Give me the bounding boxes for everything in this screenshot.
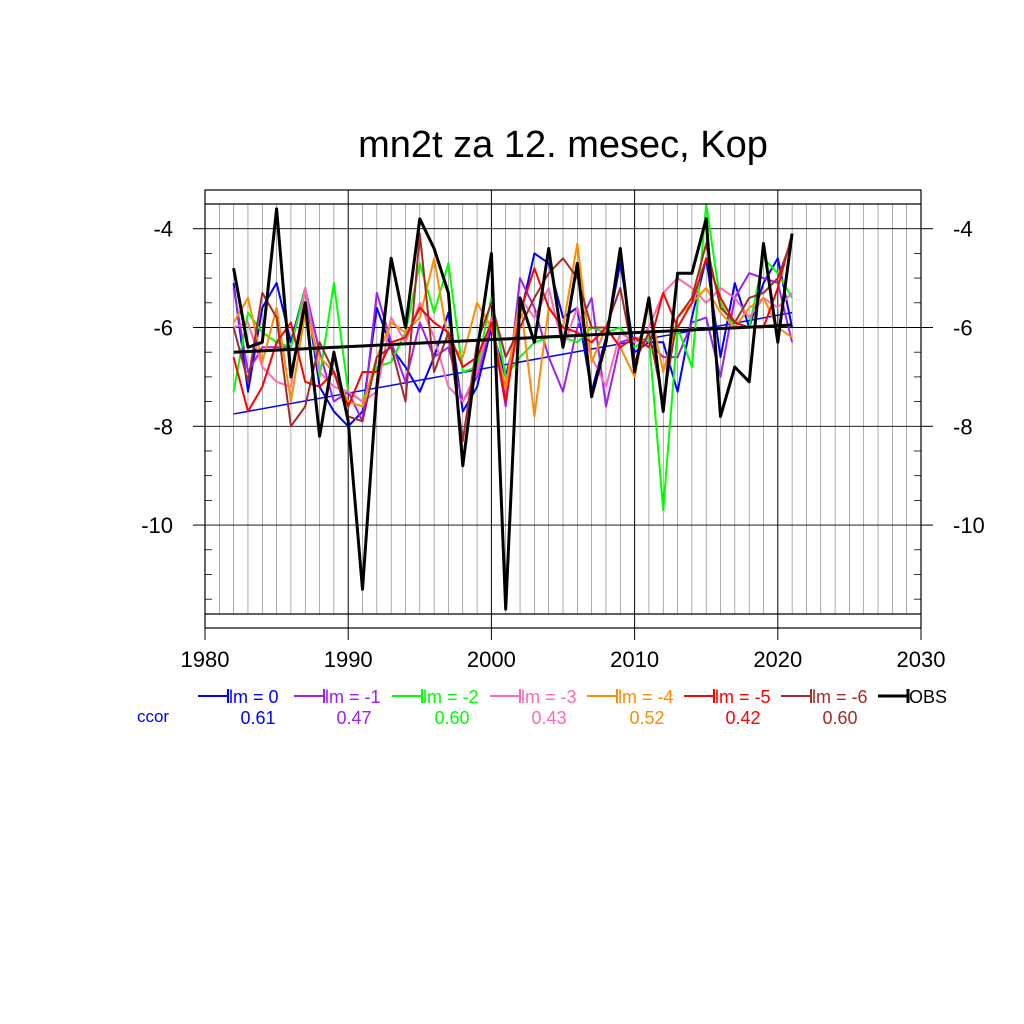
ccor-value: 0.60 [434, 708, 469, 728]
trend-line [233, 323, 793, 354]
x-tick-label: 2010 [610, 647, 659, 672]
ccor-value: 0.61 [240, 708, 275, 728]
series-line [232, 233, 794, 413]
y-tick-label: -6 [153, 315, 173, 340]
ccor-value: 0.60 [822, 708, 857, 728]
legend-label: lm = -6 [812, 687, 868, 707]
x-tick-label: 2000 [467, 647, 516, 672]
gridlines [205, 190, 921, 628]
y-tick-label-right: -8 [953, 414, 973, 439]
legend-label: lm = -2 [423, 687, 479, 707]
legend-label: lm = -4 [618, 687, 674, 707]
y-tick-label-right: -10 [953, 513, 985, 538]
x-tick-label: 1990 [324, 647, 373, 672]
ccor-value: 0.43 [531, 708, 566, 728]
series-line [232, 203, 793, 512]
legend-label: OBS [909, 687, 947, 707]
y-tick-label-right: -6 [953, 315, 973, 340]
plot-frame [204, 189, 922, 629]
y-tick-label-right: -4 [953, 217, 973, 242]
ccor-value: 0.47 [336, 708, 371, 728]
y-tick-label: -4 [153, 217, 173, 242]
axes: 1980 1990 2000 2010 2020 2030 -4 -4 -6 -6 -8 -8 -10 -… [141, 189, 985, 672]
ccor-label: ccor [137, 707, 169, 726]
legend-label: lm = -1 [325, 687, 381, 707]
series-line [232, 232, 794, 443]
y-tick-label: -8 [153, 414, 173, 439]
x-tick-label: 1980 [181, 647, 230, 672]
ccor-value: 0.52 [629, 708, 664, 728]
x-tick-label: 2030 [897, 647, 946, 672]
legend-label: lm = -5 [715, 687, 771, 707]
x-tick-label: 2020 [753, 647, 802, 672]
series-line [232, 207, 794, 611]
legend-label: lm = -3 [521, 687, 577, 707]
series-lines [232, 203, 794, 611]
legend-label: lm = 0 [229, 687, 279, 707]
chart-title: mn2t za 12. mesec, Kop [358, 124, 768, 166]
ccor-value: 0.42 [725, 708, 760, 728]
y-tick-label: -10 [141, 513, 173, 538]
